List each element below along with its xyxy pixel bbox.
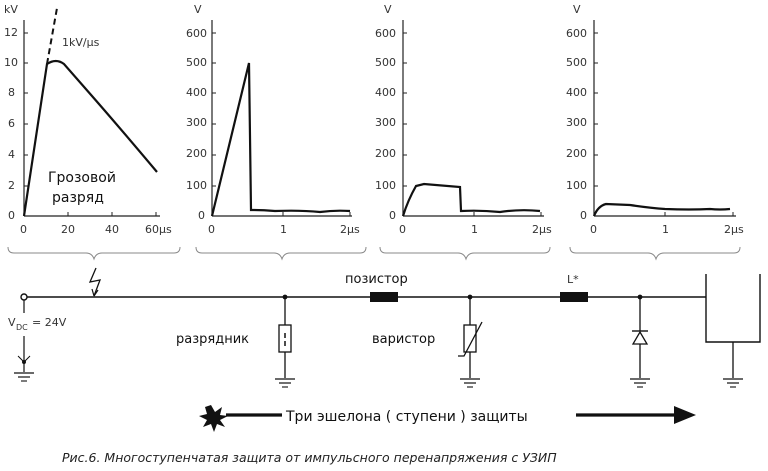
chart1-rise-rate-line xyxy=(46,7,58,65)
chart1-ytick: 6 xyxy=(8,117,15,130)
source-value: = 24V xyxy=(32,316,67,329)
chart4-ytick: 500 xyxy=(566,56,587,69)
chart1-xtick: 0 xyxy=(20,223,27,236)
source-sub: DC xyxy=(16,323,28,332)
protected-device xyxy=(705,274,761,343)
ground-icon xyxy=(14,372,34,382)
chart3-waveform xyxy=(401,182,541,217)
chart4-xtick: 0 xyxy=(590,223,597,236)
chart2-ytick: 400 xyxy=(186,86,207,99)
chart4-ytick: 0 xyxy=(580,209,587,222)
chart4-ytick: 300 xyxy=(566,116,587,129)
chart2-ytick: 0 xyxy=(198,209,205,222)
chart1-ytick: 0 xyxy=(8,209,15,222)
brace-1 xyxy=(7,246,181,261)
lightning-icon xyxy=(88,267,102,297)
chart3-ytick: 200 xyxy=(375,147,396,160)
chart3-unit: V xyxy=(384,3,392,16)
posistor-symbol xyxy=(370,292,398,302)
chart2-xtick: 2µs xyxy=(340,223,360,236)
chart1-annotation: 1kV/µs xyxy=(62,36,100,49)
chart3-xtick: 2µs xyxy=(532,223,552,236)
chart4-xtick: 1 xyxy=(662,223,669,236)
chart3-ytick: 100 xyxy=(375,179,396,192)
input-terminal xyxy=(20,293,28,301)
chart1-waveform xyxy=(22,59,158,217)
varistor-symbol xyxy=(463,324,477,353)
chart4-waveform xyxy=(592,202,731,217)
chart4-ytick: 600 xyxy=(566,27,587,40)
chart1-xtick: 60µs xyxy=(145,223,172,236)
brace-4 xyxy=(569,246,741,261)
chart-varistor-output: V 600 500 400 300 200 100 0 0 1 2µs xyxy=(566,3,744,236)
chart2-ytick: 100 xyxy=(186,179,207,192)
chart2-unit: V xyxy=(194,3,202,16)
brace-2 xyxy=(195,246,367,261)
chart-posistor-output: V 600 500 400 300 200 100 0 0 1 2µs xyxy=(375,3,552,236)
chart1-ytick: 8 xyxy=(8,86,15,99)
brace-3 xyxy=(379,246,551,261)
ground-icon xyxy=(460,378,480,388)
chart4-xtick: 2µs xyxy=(724,223,744,236)
chart3-ytick: 0 xyxy=(389,209,396,222)
chart2-ytick: 200 xyxy=(186,147,207,160)
chart1-label-line1: Грозовой xyxy=(48,170,116,186)
chart1-xtick: 40 xyxy=(105,223,119,236)
figure-caption: Рис.6. Многоступенчатая защита от импуль… xyxy=(62,450,557,465)
ground-icon xyxy=(630,378,650,388)
chart-lightning: kV 12 10 8 6 4 2 0 0 20 40 60µs 1kV/µs Г… xyxy=(4,3,172,236)
chart-braces xyxy=(7,246,741,261)
protection-stages-arrow: Три эшелона ( ступени ) защиты xyxy=(199,405,696,432)
chart3-ytick: 500 xyxy=(375,56,396,69)
chart-spark-gap-output: V 600 500 400 300 200 100 0 0 1 2µs xyxy=(186,3,360,236)
inductor-symbol xyxy=(560,292,588,302)
chart3-xtick: 0 xyxy=(399,223,406,236)
chart2-ytick: 600 xyxy=(186,27,207,40)
spark-gap-symbol xyxy=(278,324,292,353)
source-label: V xyxy=(8,316,16,329)
chart1-label-line2: разряд xyxy=(52,190,104,206)
chart4-ytick: 100 xyxy=(566,179,587,192)
chart4-unit: V xyxy=(573,3,581,16)
chart3-ytick: 300 xyxy=(375,116,396,129)
chart3-xtick: 1 xyxy=(471,223,478,236)
chart1-ytick: 12 xyxy=(4,26,18,39)
chart1-xtick: 20 xyxy=(61,223,75,236)
spark-burst-icon xyxy=(199,405,228,432)
chart4-ytick: 200 xyxy=(566,147,587,160)
inductor-label: L* xyxy=(567,273,579,286)
circuit: V DC = 24V разрядник позистор xyxy=(8,267,761,388)
ground-icon xyxy=(723,378,743,388)
posistor-label: позистор xyxy=(345,272,408,287)
chart2-waveform xyxy=(210,62,351,217)
chart2-xtick: 0 xyxy=(208,223,215,236)
arrow-head-icon xyxy=(674,406,696,424)
chart2-ytick: 300 xyxy=(186,116,207,129)
arrester-label: разрядник xyxy=(176,332,249,347)
chart1-unit: kV xyxy=(4,3,18,16)
chart3-ytick: 400 xyxy=(375,86,396,99)
diode-symbol xyxy=(631,330,649,345)
chart2-ytick: 500 xyxy=(186,56,207,69)
chart2-xtick: 1 xyxy=(280,223,287,236)
ground-icon xyxy=(275,378,295,388)
chart1-ytick: 10 xyxy=(4,56,18,69)
chart1-ytick: 4 xyxy=(8,148,15,161)
varistor-label: варистор xyxy=(372,332,435,347)
chart4-ytick: 400 xyxy=(566,86,587,99)
arrow-label: Три эшелона ( ступени ) защиты xyxy=(285,409,528,425)
chart1-ytick: 2 xyxy=(8,179,15,192)
chart3-ytick: 600 xyxy=(375,27,396,40)
